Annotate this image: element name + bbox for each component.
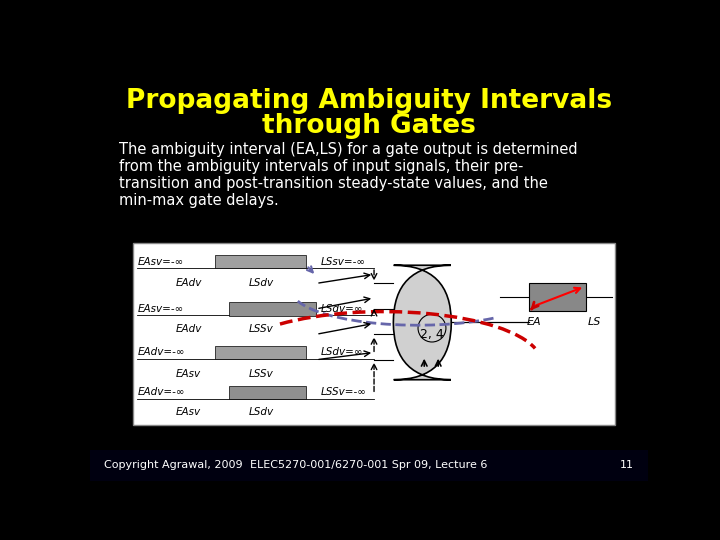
Text: LSdv: LSdv (248, 279, 274, 288)
Text: LSsv=-∞: LSsv=-∞ (321, 256, 366, 267)
Text: LSSv: LSSv (248, 369, 274, 379)
Bar (90, 450, 648, 481)
Text: EAsv=-∞: EAsv=-∞ (138, 256, 184, 267)
Text: transition and post-transition steady-state values, and the: transition and post-transition steady-st… (120, 176, 549, 191)
Text: EAdv: EAdv (176, 279, 202, 288)
Text: LSSv: LSSv (248, 324, 274, 334)
Text: LSdv: LSdv (248, 408, 274, 417)
Text: ELEC5270-001/6270-001 Spr 09, Lecture 6: ELEC5270-001/6270-001 Spr 09, Lecture 6 (251, 460, 487, 470)
Bar (229, 302, 316, 316)
Text: LSSv=-∞: LSSv=-∞ (321, 388, 366, 397)
Text: from the ambiguity intervals of input signals, their pre-: from the ambiguity intervals of input si… (120, 159, 524, 174)
Text: EAsv=-∞: EAsv=-∞ (138, 304, 184, 314)
Text: Propagating Ambiguity Intervals: Propagating Ambiguity Intervals (126, 88, 612, 114)
Text: EAsv: EAsv (176, 369, 201, 379)
Text: through Gates: through Gates (262, 112, 476, 139)
Text: EAsv: EAsv (176, 408, 201, 417)
Text: (mindel, maxdel): (mindel, maxdel) (310, 434, 428, 448)
FancyBboxPatch shape (393, 265, 451, 380)
Text: EAdv: EAdv (176, 324, 202, 334)
Text: LSdv=∞: LSdv=∞ (321, 304, 364, 314)
Text: The ambiguity interval (EA,LS) for a gate output is determined: The ambiguity interval (EA,LS) for a gat… (120, 142, 578, 157)
Text: Copyright Agrawal, 2009: Copyright Agrawal, 2009 (104, 460, 243, 470)
Text: 2, 4: 2, 4 (420, 328, 444, 341)
Bar (215, 346, 307, 359)
Bar (528, 284, 587, 310)
Text: EAdv=-∞: EAdv=-∞ (138, 388, 185, 397)
Bar (132, 244, 616, 425)
Text: LS: LS (588, 317, 601, 327)
Text: EA: EA (527, 317, 541, 327)
Text: min-max gate delays.: min-max gate delays. (120, 193, 279, 207)
Text: LSdv=∞: LSdv=∞ (321, 347, 364, 357)
Bar (215, 255, 307, 268)
Text: EAdv=-∞: EAdv=-∞ (138, 347, 185, 357)
Bar (229, 386, 307, 399)
Text: 11: 11 (620, 460, 634, 470)
